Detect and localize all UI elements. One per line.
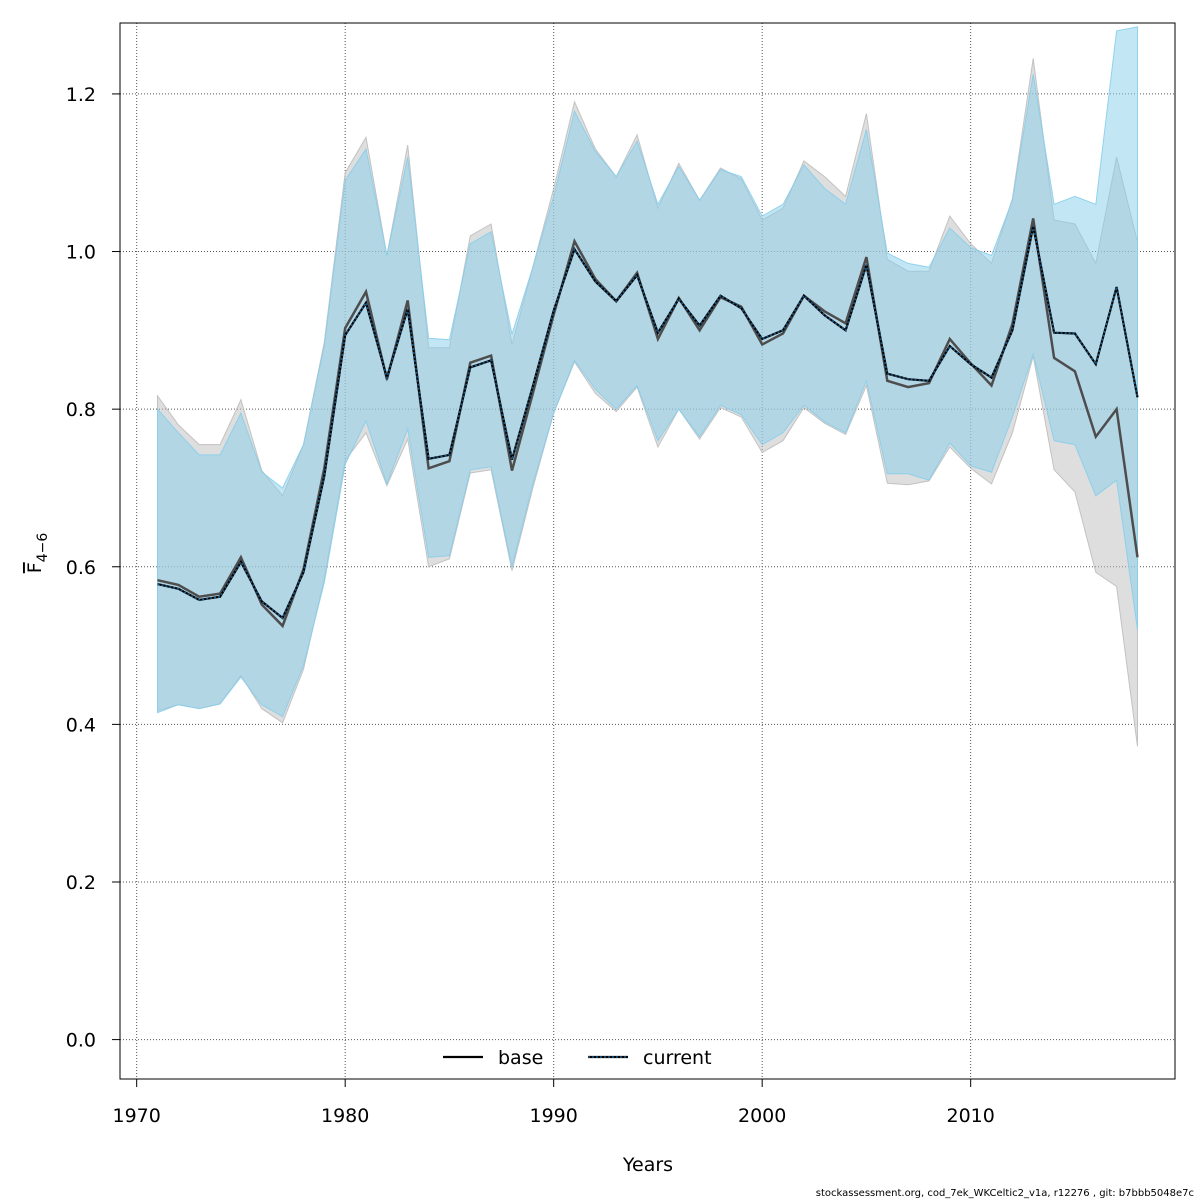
x-tick-label: 2010 (946, 1105, 994, 1127)
y-tick-label: 0.0 (66, 1030, 96, 1052)
x-tick-label: 1980 (321, 1105, 369, 1127)
x-axis: 1970 1980 1990 2000 2010 (113, 1079, 995, 1127)
legend-label-base: base (498, 1047, 543, 1069)
y-tick-label: 0.6 (66, 557, 96, 579)
y-tick-label: 0.8 (66, 399, 96, 421)
x-axis-title: Years (622, 1154, 673, 1176)
line-current (157, 226, 1139, 620)
svg-text:F4−6: F4−6 (24, 533, 51, 574)
series-lines (157, 218, 1139, 629)
x-tick-label: 1990 (529, 1105, 577, 1127)
x-tick-label: 1970 (113, 1105, 161, 1127)
legend-label-current: current (643, 1047, 712, 1069)
y-tick-label: 1.2 (66, 84, 96, 106)
band-current (157, 26, 1138, 718)
x-tick-label: 2000 (738, 1105, 786, 1127)
y-tick-label: 0.4 (66, 714, 96, 736)
y-axis-title-main: F (24, 562, 46, 573)
footer-credit: stockassessment.org, cod_7ek_WKCeltic2_v… (815, 1188, 1194, 1199)
legend: base current (443, 1047, 712, 1069)
confidence-bands (157, 26, 1138, 747)
y-axis: 0.0 0.2 0.4 0.6 0.8 1.0 1.2 (66, 84, 120, 1052)
y-axis-title-sub: 4−6 (35, 533, 51, 563)
y-tick-label: 1.0 (66, 242, 96, 264)
y-axis-title: F4−6 (24, 533, 51, 574)
y-tick-label: 0.2 (66, 872, 96, 894)
plot-area-border (119, 22, 1176, 1080)
